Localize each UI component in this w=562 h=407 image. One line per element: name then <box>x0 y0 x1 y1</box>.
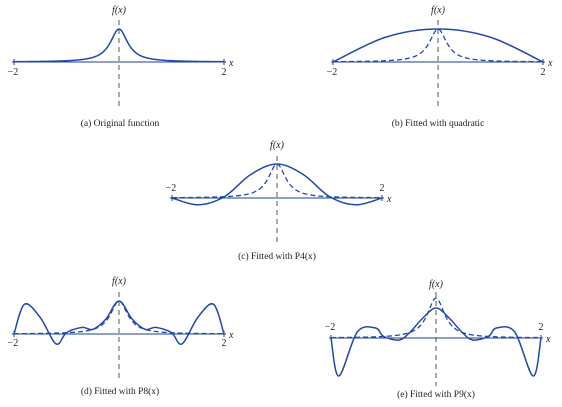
panel-caption: (a) Original function <box>81 118 160 129</box>
x-tick-label-right: 2 <box>222 67 227 78</box>
y-axis-label: f(x) <box>112 276 127 287</box>
x-tick-label-left: −2 <box>325 322 336 333</box>
x-tick-label-right: 2 <box>380 183 385 194</box>
chart-panel: f(x) x −2 2 (a) Original function <box>8 5 234 129</box>
y-axis-label: f(x) <box>429 279 444 290</box>
x-tick-label-left: −2 <box>327 67 338 78</box>
x-tick-label-right: 2 <box>541 67 546 78</box>
chart-panel: f(x) x −2 2 (e) Fitted with P9(x) <box>325 279 551 400</box>
series-fitted-polynomial <box>171 163 383 206</box>
x-axis-label: x <box>386 194 392 205</box>
chart-panel: f(x) x −2 2 (c) Fitted with P4(x) <box>166 140 392 262</box>
series-original-function <box>331 297 541 339</box>
series-original-function <box>14 28 224 63</box>
panel-caption: (e) Fitted with P9(x) <box>397 389 475 400</box>
y-axis-label: f(x) <box>112 5 127 16</box>
panel-caption: (d) Fitted with P8(x) <box>81 386 159 397</box>
series-original-function <box>333 28 543 63</box>
series-fitted-polynomial <box>330 307 542 377</box>
x-tick-label-left: −2 <box>8 67 19 78</box>
y-axis-label: f(x) <box>270 140 285 151</box>
series-original-function <box>172 163 382 199</box>
x-tick-label-left: −2 <box>8 338 19 349</box>
chart-panel: f(x) x −2 2 (b) Fitted with quadratic <box>327 5 553 129</box>
series-fitted-polynomial <box>332 28 544 63</box>
x-axis-label: x <box>545 334 551 345</box>
x-axis-label: x <box>228 58 234 69</box>
y-axis-label: f(x) <box>431 5 446 16</box>
x-axis-label: x <box>228 330 234 341</box>
series-fitted-polynomial <box>13 300 225 346</box>
x-tick-label-right: 2 <box>222 338 227 349</box>
chart-panel: f(x) x −2 2 (d) Fitted with P8(x) <box>8 276 234 397</box>
panel-caption: (c) Fitted with P4(x) <box>238 251 316 262</box>
panel-caption: (b) Fitted with quadratic <box>392 118 485 129</box>
x-tick-label-right: 2 <box>539 322 544 333</box>
x-tick-label-left: −2 <box>166 183 177 194</box>
x-axis-label: x <box>547 58 553 69</box>
